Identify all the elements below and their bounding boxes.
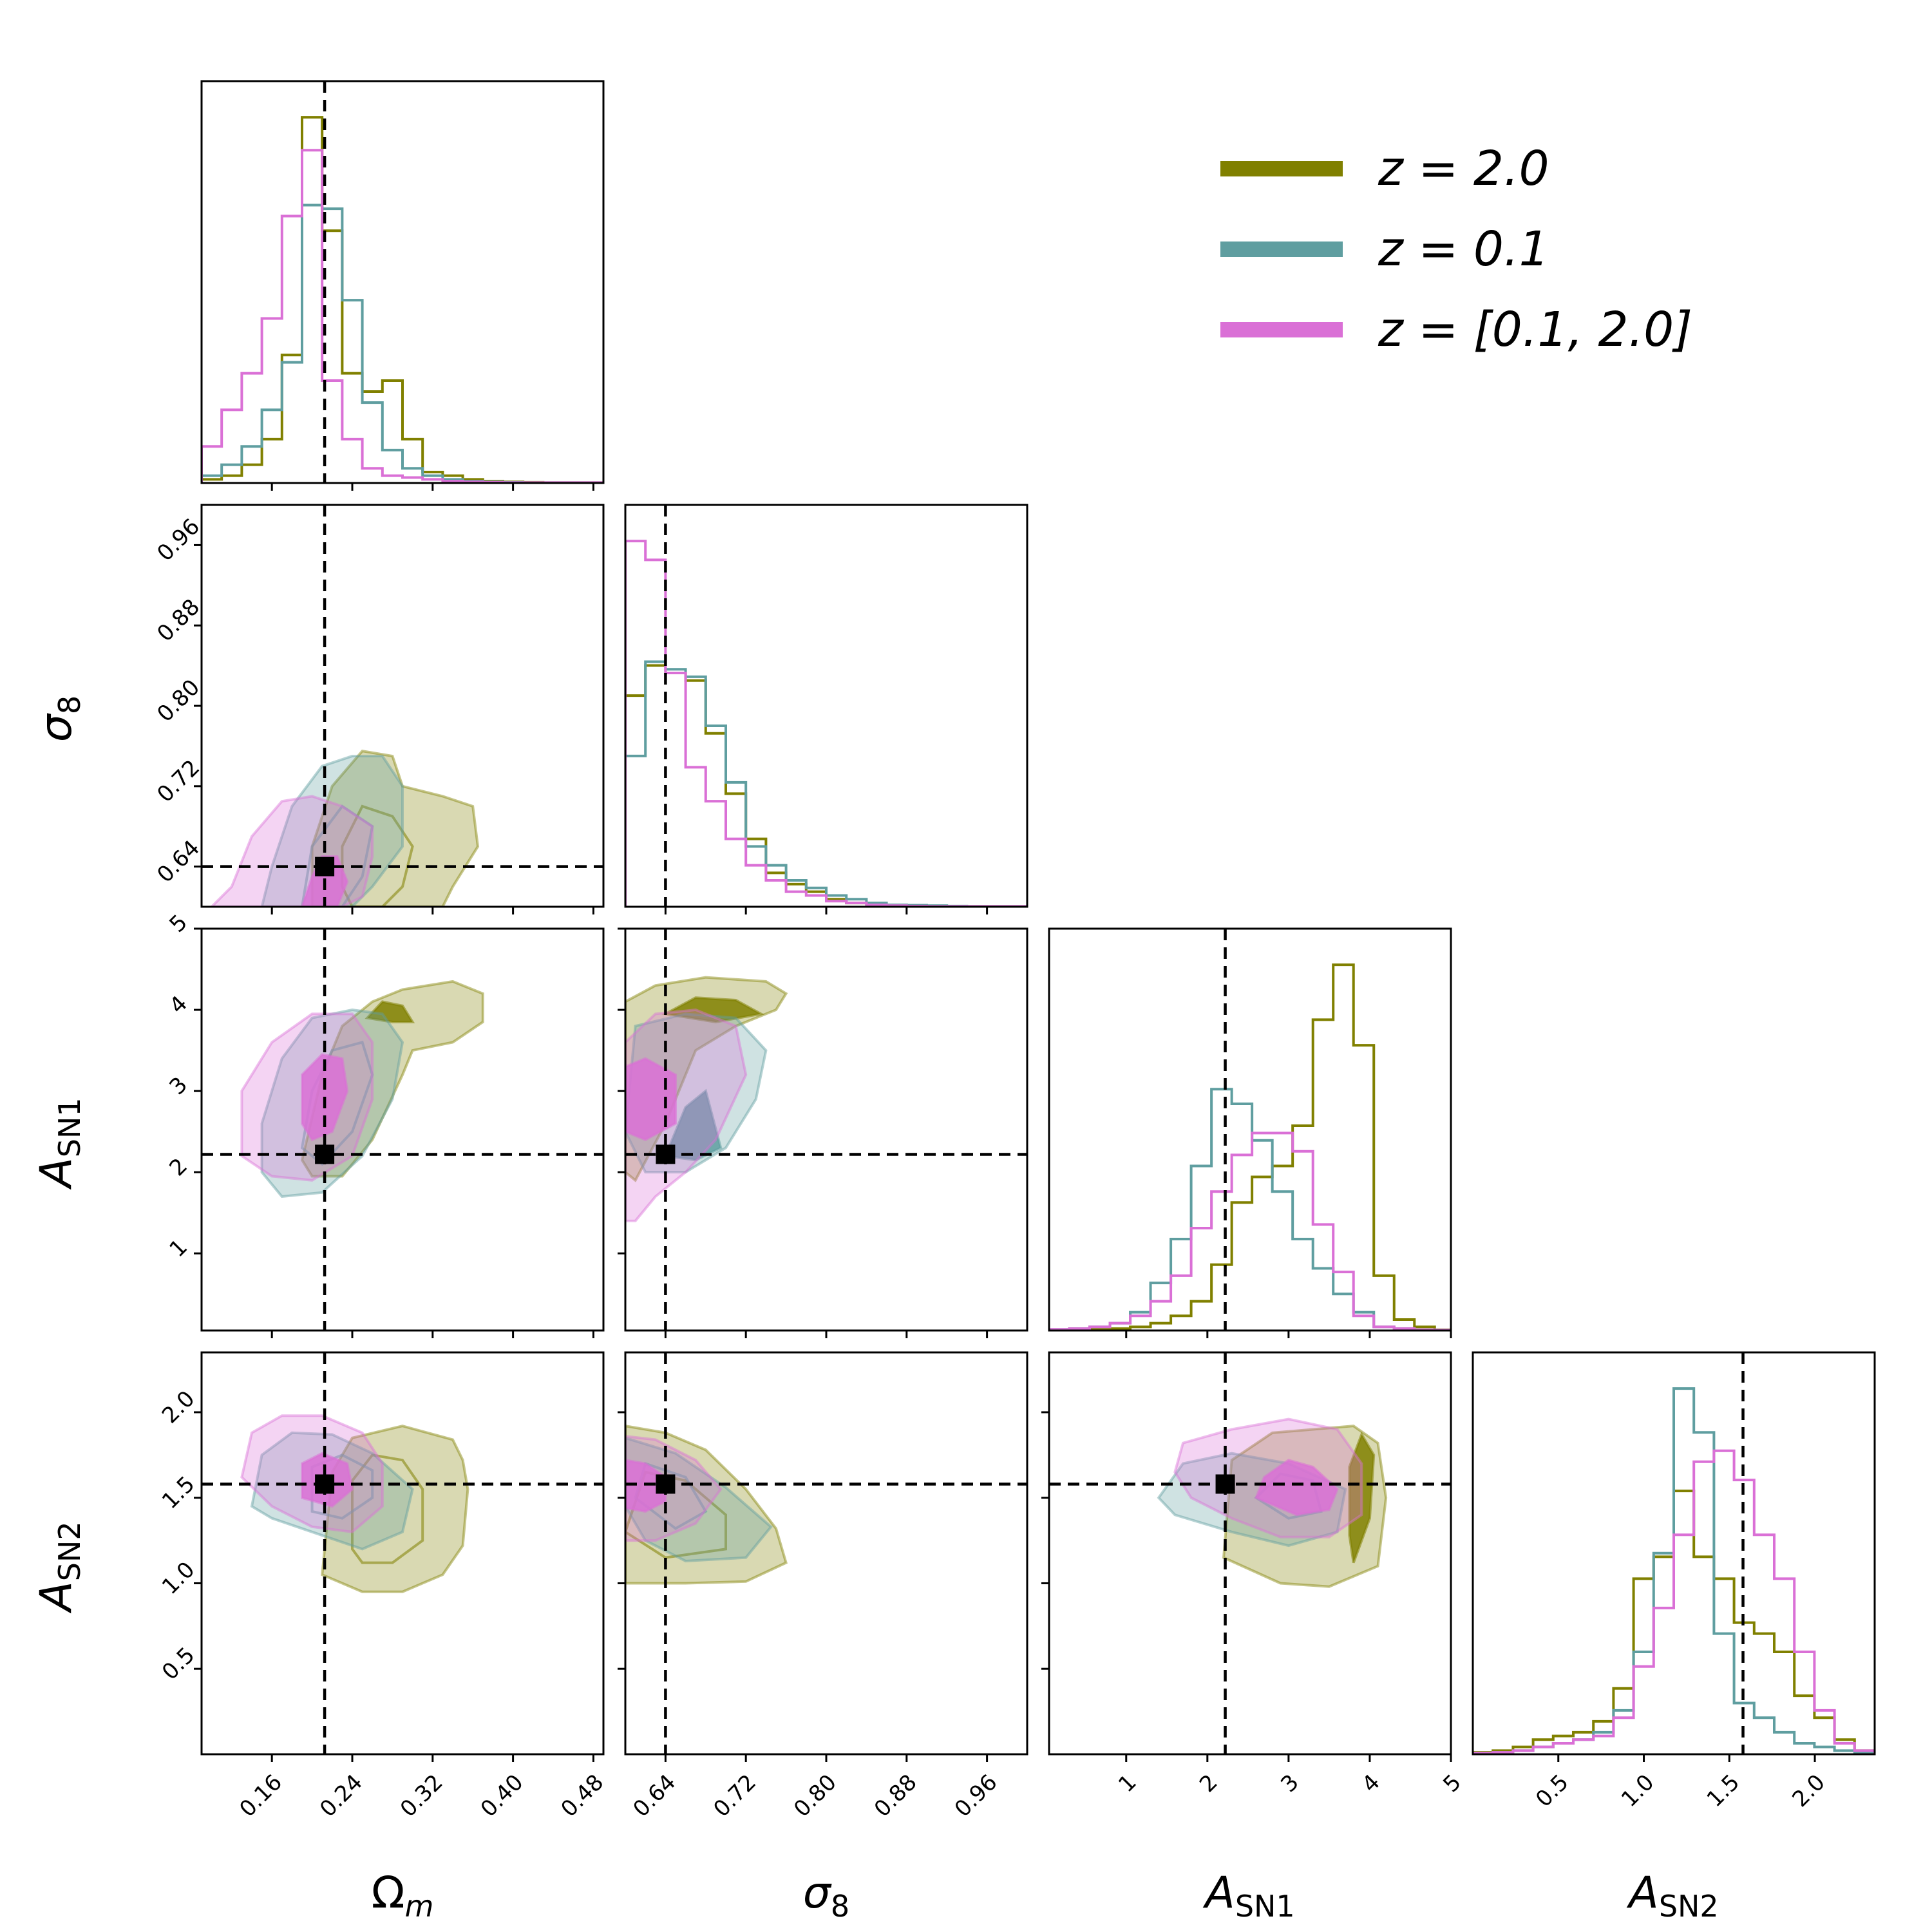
contour-inner-s8-om-teal xyxy=(300,804,374,907)
truth-marker-s8-om xyxy=(315,857,335,876)
hist-a1-pink xyxy=(1049,1132,1451,1331)
y-tick-label-s8: 0.88 xyxy=(152,594,205,647)
x-tick-label-a2: 1.5 xyxy=(1702,1770,1745,1813)
panels-layer: 0.64 0.72 0.80 0.88 0.96 1 2 3 4 5 0.16 0.24 0.32 0.4… xyxy=(152,80,1876,1823)
truth-marker-a2-s8 xyxy=(656,1474,676,1494)
x-tick-label-a2: 2.0 xyxy=(1787,1770,1830,1813)
contour-outer-s8-om-pink xyxy=(209,795,374,907)
truth-marker-a1-om xyxy=(315,1144,335,1164)
y-tick-label-s8: 0.80 xyxy=(152,674,205,727)
contour-inner-a1-s8-teal xyxy=(663,1088,723,1162)
x-tick-label-a1: 1 xyxy=(1113,1770,1142,1798)
x-tick-label-a1: 2 xyxy=(1195,1770,1223,1798)
contour-inner-a2-a1-pink xyxy=(1254,1459,1339,1517)
panel-frame xyxy=(1048,1351,1452,1756)
x-axis-title-a1: ASN1 xyxy=(1202,1868,1294,1924)
panel-a2-om: 0.16 0.24 0.32 0.40 0.48 0.5 1.0 1.5 2.0 xyxy=(157,1351,609,1823)
x-tick-label-s8: 0.64 xyxy=(628,1770,681,1823)
x-tick-label-om: 0.40 xyxy=(476,1770,529,1823)
y-axis-title-a2: ASN2 xyxy=(31,1521,87,1613)
x-tick-label-a2: 0.5 xyxy=(1531,1770,1574,1813)
y-tick-label-a1: 5 xyxy=(164,909,193,938)
y-tick-label-a1: 1 xyxy=(164,1235,193,1263)
x-tick-label-s8: 0.96 xyxy=(950,1770,1003,1823)
hist-a2-pink xyxy=(1473,1449,1875,1754)
x-tick-label-s8: 0.80 xyxy=(789,1770,842,1823)
x-tick-label-a1: 4 xyxy=(1357,1770,1385,1798)
panel-a1-s8 xyxy=(618,927,1028,1338)
y-tick-label-a2: 1.0 xyxy=(157,1557,200,1600)
panel-om-om xyxy=(200,80,605,491)
panel-frame xyxy=(200,80,605,484)
legend-label-0: z = 2.0 xyxy=(1378,141,1549,196)
axis-titles-layer: Ωm σ8 σ8 ASN1 ASN1 ASN2 ASN2 xyxy=(31,696,1719,1924)
x-tick-label-a1: 5 xyxy=(1438,1770,1466,1798)
panel-a2-a2: 0.5 1.0 1.5 2.0 xyxy=(1472,1351,1876,1813)
x-tick-label-om: 0.16 xyxy=(234,1770,287,1823)
contour-outer-a1-om-olive xyxy=(300,980,484,1178)
y-tick-label-s8: 0.64 xyxy=(152,835,205,888)
contour-inner-a2-a1-olive xyxy=(1348,1431,1376,1564)
legend: z = 2.0 z = 0.1 z = [0.1, 2.0] xyxy=(1220,141,1692,357)
x-tick-label-a2: 1.0 xyxy=(1616,1770,1660,1813)
truth-marker-a1-s8 xyxy=(656,1144,676,1164)
x-axis-title-om: Ωm xyxy=(372,1868,434,1924)
legend-label-1: z = 0.1 xyxy=(1378,222,1549,277)
contour-outer-a2-om-olive xyxy=(321,1425,469,1593)
contour-inner-a1-s8-pink xyxy=(625,1057,677,1141)
x-tick-label-a1: 3 xyxy=(1276,1770,1304,1798)
contour-inner-a1-om-olive xyxy=(365,1000,415,1023)
x-tick-label-om: 0.48 xyxy=(556,1770,609,1823)
panel-frame xyxy=(1048,927,1452,1332)
contour-inner-a2-om-olive xyxy=(351,1454,424,1564)
panel-s8-om: 0.64 0.72 0.80 0.88 0.96 xyxy=(152,504,605,914)
y-tick-label-a1: 2 xyxy=(164,1153,193,1182)
panel-a1-a1 xyxy=(1048,927,1452,1338)
panel-a2-a1: 1 2 3 4 5 xyxy=(1041,1351,1466,1798)
x-axis-title-s8: σ8 xyxy=(803,1868,849,1924)
contour-outer-s8-om-teal xyxy=(260,755,404,907)
y-axis-title-s8: σ8 xyxy=(31,696,87,742)
panel-frame xyxy=(200,1351,605,1756)
panel-s8-s8 xyxy=(624,504,1028,914)
y-tick-label-a2: 0.5 xyxy=(157,1642,200,1685)
x-tick-label-om: 0.32 xyxy=(395,1770,448,1823)
panel-frame xyxy=(200,927,605,1332)
y-tick-label-a2: 2.0 xyxy=(157,1386,200,1429)
x-tick-label-om: 0.24 xyxy=(315,1770,368,1823)
x-tick-label-s8: 0.88 xyxy=(869,1770,922,1823)
y-tick-label-a2: 1.5 xyxy=(157,1472,200,1515)
y-tick-label-s8: 0.72 xyxy=(152,755,205,808)
x-axis-title-a2: ASN2 xyxy=(1626,1868,1718,1924)
panel-frame xyxy=(1472,1351,1876,1756)
x-tick-label-s8: 0.72 xyxy=(708,1770,761,1823)
truth-marker-a2-a1 xyxy=(1215,1474,1235,1494)
y-axis-title-a1: ASN1 xyxy=(31,1097,87,1189)
contour-inner-a1-s8-olive xyxy=(661,996,765,1023)
truth-marker-a2-om xyxy=(315,1474,335,1494)
hist-s8-pink xyxy=(625,540,1027,907)
panel-a2-s8: 0.64 0.72 0.80 0.88 0.96 xyxy=(618,1351,1028,1823)
hist-a1-olive xyxy=(1049,963,1451,1331)
y-tick-label-s8: 0.96 xyxy=(152,514,205,567)
y-tick-label-a1: 4 xyxy=(164,990,193,1019)
contour-inner-s8-om-olive xyxy=(341,804,414,907)
legend-label-2: z = [0.1, 2.0] xyxy=(1378,302,1692,357)
panel-a1-om: 1 2 3 4 5 xyxy=(164,909,605,1338)
y-tick-label-a1: 3 xyxy=(164,1072,193,1101)
